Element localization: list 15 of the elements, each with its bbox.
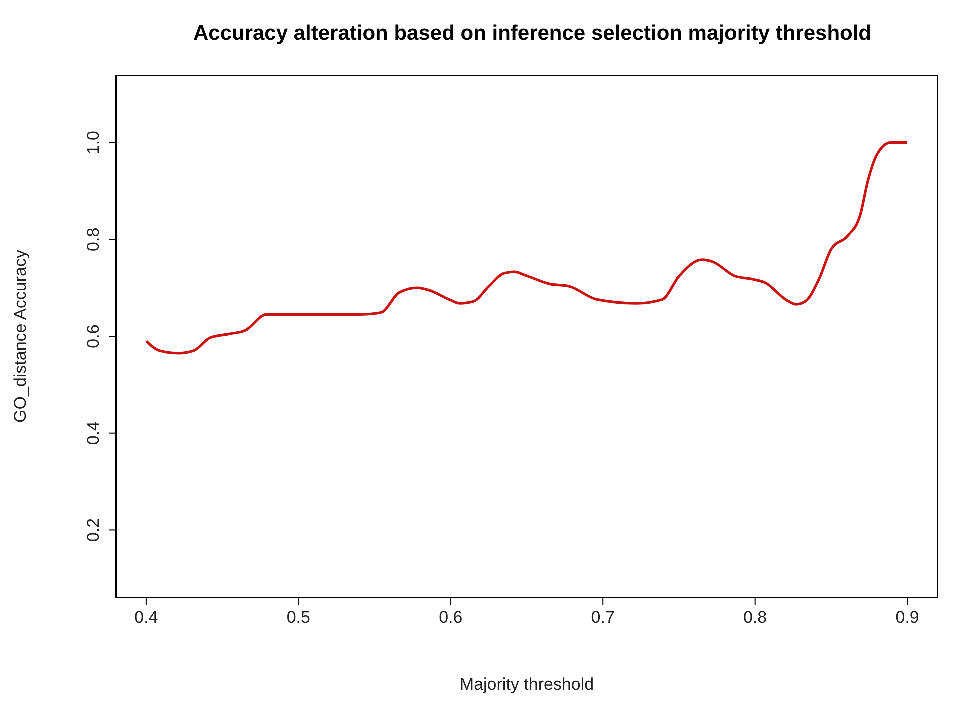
x-tick-label: 0.8 — [744, 608, 768, 628]
x-tick-label: 0.7 — [591, 608, 615, 628]
y-tick-label: 0.4 — [84, 422, 103, 446]
line-series — [145, 141, 909, 355]
y-tick-label: 1.0 — [84, 130, 103, 155]
x-tick-label: 0.5 — [286, 608, 310, 628]
x-axis-title: Majority threshold — [460, 675, 594, 694]
y-tick-label: 0.2 — [84, 518, 103, 542]
y-tick-label: 0.6 — [84, 324, 103, 348]
y-tick-label: 0.8 — [84, 228, 103, 252]
x-tick-label: 0.6 — [439, 608, 463, 628]
chart-title: Accuracy alteration based on inference selection majority threshold — [192, 22, 873, 46]
x-tick-label: 0.4 — [134, 608, 158, 628]
x-tick-label: 0.9 — [896, 608, 920, 628]
y-axis-title: GO_distance Accuracy — [11, 250, 30, 423]
